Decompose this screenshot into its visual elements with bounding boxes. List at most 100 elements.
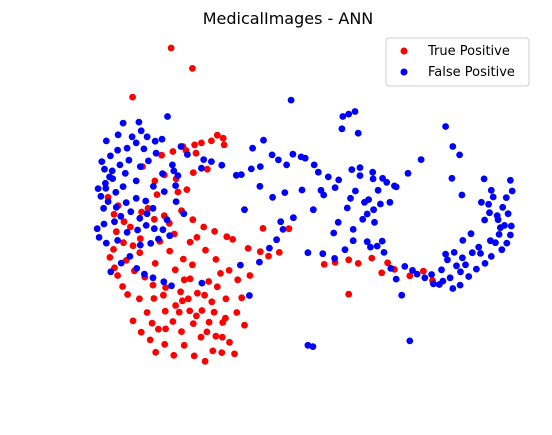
point-false-positive: [107, 152, 114, 160]
point-false-positive: [141, 270, 148, 278]
point-false-positive: [319, 250, 327, 258]
point-false-positive: [409, 267, 416, 274]
point-false-positive: [338, 125, 346, 133]
point-false-positive: [218, 161, 226, 169]
point-true-positive: [160, 291, 167, 299]
point-false-positive: [386, 198, 394, 206]
point-false-positive: [377, 200, 384, 208]
point-false-positive: [150, 225, 158, 233]
point-true-positive: [213, 131, 221, 139]
point-true-positive: [285, 225, 293, 233]
point-false-positive: [121, 169, 129, 177]
point-false-positive: [339, 113, 347, 120]
point-true-positive: [129, 317, 137, 325]
point-false-positive: [493, 212, 501, 220]
point-false-positive: [356, 164, 364, 172]
point-false-positive: [373, 242, 381, 250]
point-false-positive: [137, 127, 145, 135]
point-false-positive: [134, 226, 142, 234]
point-false-positive: [349, 237, 357, 245]
point-false-positive: [143, 210, 151, 218]
point-false-positive: [149, 204, 157, 212]
point-true-positive: [120, 239, 127, 247]
point-false-positive: [277, 218, 285, 226]
point-false-positive: [136, 163, 144, 171]
point-false-positive: [456, 151, 463, 159]
point-false-positive: [462, 261, 469, 269]
point-false-positive: [492, 239, 499, 247]
point-false-positive: [348, 166, 356, 174]
point-true-positive: [368, 254, 376, 262]
point-true-positive: [320, 261, 328, 268]
point-false-positive: [347, 194, 354, 202]
point-true-positive: [171, 266, 179, 274]
point-true-positive: [226, 338, 233, 346]
point-false-positive: [343, 204, 351, 212]
point-true-positive: [241, 321, 248, 329]
point-true-positive: [231, 350, 238, 358]
point-false-positive: [256, 182, 264, 190]
point-false-positive: [457, 268, 464, 276]
point-false-positive: [100, 204, 107, 212]
point-true-positive: [191, 141, 199, 149]
point-false-positive: [349, 226, 357, 233]
point-true-positive: [212, 332, 220, 340]
point-true-positive: [161, 340, 169, 348]
point-true-positive: [177, 288, 185, 296]
point-false-positive: [142, 222, 150, 229]
point-false-positive: [273, 236, 280, 244]
point-false-positive: [136, 241, 144, 249]
point-false-positive: [266, 244, 273, 252]
point-true-positive: [146, 336, 154, 344]
point-false-positive: [459, 237, 467, 244]
point-false-positive: [502, 194, 510, 202]
point-true-positive: [197, 333, 205, 341]
point-true-positive: [217, 270, 224, 277]
point-true-positive: [203, 165, 211, 173]
point-true-positive: [158, 151, 166, 159]
series-false-positive: [93, 96, 516, 350]
point-false-positive: [114, 131, 122, 139]
point-true-positive: [420, 267, 427, 275]
point-false-positive: [495, 231, 503, 238]
point-true-positive: [110, 246, 117, 253]
point-false-positive: [354, 129, 362, 137]
point-false-positive: [435, 281, 443, 288]
point-true-positive: [110, 210, 118, 218]
point-false-positive: [352, 187, 359, 195]
point-false-positive: [438, 266, 445, 274]
point-false-positive: [114, 146, 121, 154]
point-true-positive: [345, 290, 353, 298]
point-true-positive: [155, 325, 162, 333]
point-false-positive: [208, 158, 215, 166]
point-true-positive: [172, 302, 180, 309]
point-false-positive: [256, 258, 263, 266]
point-false-positive: [404, 169, 412, 177]
point-false-positive: [109, 175, 116, 183]
point-false-positive: [335, 176, 343, 184]
point-false-positive: [446, 274, 454, 282]
point-true-positive: [212, 256, 220, 263]
point-false-positive: [247, 165, 255, 173]
point-false-positive: [237, 261, 244, 269]
point-false-positive: [98, 158, 106, 166]
point-false-positive: [281, 189, 289, 197]
point-false-positive: [152, 149, 160, 157]
point-false-positive: [237, 171, 245, 179]
point-true-positive: [222, 295, 230, 303]
point-false-positive: [406, 337, 414, 345]
point-false-positive: [143, 133, 151, 141]
point-true-positive: [229, 236, 237, 243]
point-false-positive: [172, 182, 180, 190]
point-true-positive: [149, 281, 157, 289]
point-true-positive: [189, 320, 197, 327]
point-false-positive: [398, 291, 406, 299]
point-false-positive: [142, 197, 150, 205]
point-false-positive: [159, 226, 167, 234]
point-false-positive: [150, 182, 157, 190]
point-false-positive: [430, 280, 437, 288]
point-false-positive: [269, 193, 276, 201]
point-true-positive: [184, 295, 192, 303]
point-false-positive: [331, 255, 338, 262]
point-true-positive: [208, 298, 216, 306]
